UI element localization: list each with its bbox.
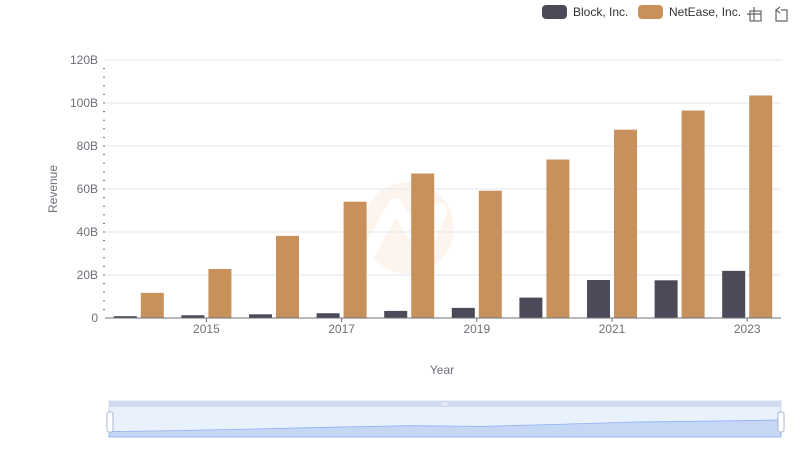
x-axis-labels: 2015 2017 2019 2021 2023	[193, 318, 761, 336]
y-minor-ticks	[103, 68, 105, 310]
bar-block-2017[interactable]	[316, 313, 340, 318]
legend-label: NetEase, Inc.	[669, 5, 741, 19]
bar-netease-2016[interactable]	[276, 235, 299, 318]
bar-netease-2021[interactable]	[614, 129, 637, 318]
legend-item-netease[interactable]: NetEase, Inc.	[638, 5, 741, 19]
y-tick-label: 60B	[77, 182, 98, 196]
bar-block-2019[interactable]	[451, 307, 475, 318]
data-zoom-slider[interactable]	[106, 400, 785, 438]
y-tick-label: 40B	[77, 225, 98, 239]
x-tick-label: 2021	[599, 322, 626, 336]
bar-block-2018[interactable]	[384, 310, 408, 318]
bar-block-2022[interactable]	[654, 280, 678, 318]
x-axis-title: Year	[430, 363, 454, 377]
y-tick-label: 20B	[77, 268, 98, 282]
bar-netease-2018[interactable]	[411, 173, 435, 318]
data-zoom-handle-left[interactable]	[106, 411, 114, 433]
y-tick-label: 100B	[70, 96, 98, 110]
zoom-select-icon[interactable]	[747, 7, 762, 22]
y-axis-labels: 0 20B 40B 60B 80B 100B 120B	[70, 53, 98, 325]
bar-block-2015[interactable]	[181, 315, 205, 318]
legend-label: Block, Inc.	[573, 5, 628, 19]
watermark-logo	[362, 182, 454, 274]
legend: Block, Inc. NetEase, Inc.	[542, 5, 741, 19]
x-tick-label: 2019	[463, 322, 490, 336]
bar-netease-2019[interactable]	[478, 190, 502, 318]
bar-block-2023[interactable]	[722, 270, 746, 318]
y-grid	[105, 59, 781, 276]
restore-icon[interactable]	[775, 6, 788, 22]
bar-netease-2023[interactable]	[749, 95, 773, 318]
bar-netease-2022[interactable]	[681, 110, 705, 319]
bar-block-2016[interactable]	[249, 314, 272, 318]
legend-swatch	[542, 5, 567, 19]
bars	[113, 95, 773, 319]
bar-netease-2014[interactable]	[140, 292, 164, 318]
x-tick-label: 2017	[328, 322, 355, 336]
bar-netease-2015[interactable]	[208, 268, 232, 318]
bar-netease-2017[interactable]	[343, 201, 367, 318]
y-axis-title: Revenue	[46, 165, 60, 213]
x-tick-label: 2015	[193, 322, 220, 336]
legend-swatch	[638, 5, 663, 19]
legend-item-block[interactable]: Block, Inc.	[542, 5, 628, 19]
bar-block-2014[interactable]	[113, 316, 137, 318]
bar-netease-2020[interactable]	[546, 159, 570, 318]
data-zoom-handle-right[interactable]	[777, 411, 785, 433]
y-tick-label: 120B	[70, 53, 98, 67]
x-tick-label: 2023	[734, 322, 761, 336]
y-tick-label: 0	[91, 311, 98, 325]
data-zoom-grip-icon	[442, 402, 448, 406]
bar-block-2021[interactable]	[587, 280, 610, 318]
bar-block-2020[interactable]	[519, 297, 543, 318]
y-tick-label: 80B	[77, 139, 98, 153]
